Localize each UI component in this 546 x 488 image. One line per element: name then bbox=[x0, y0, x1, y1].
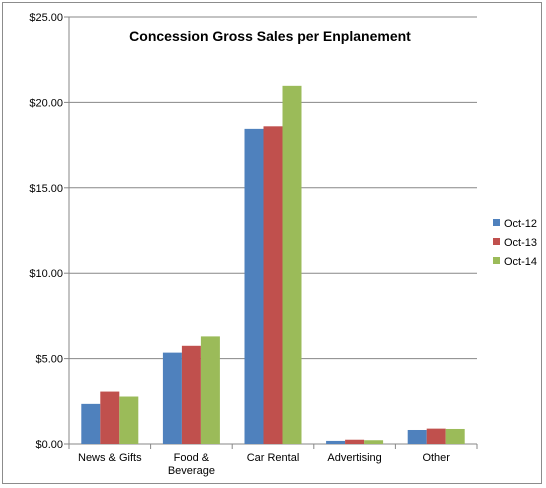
legend: Oct-12 Oct-13 Oct-14 bbox=[493, 218, 537, 268]
bar bbox=[200, 336, 220, 444]
y-tick-label: $20.00 bbox=[29, 97, 63, 109]
legend-label: Oct-14 bbox=[504, 256, 537, 268]
bar-chart: $0.00 $5.00 $10.00 $15.00 $20.00 $25.00 News … bbox=[29, 12, 537, 477]
bar bbox=[244, 128, 264, 444]
bar bbox=[263, 126, 283, 444]
y-tick-label: $10.00 bbox=[29, 268, 63, 280]
bar bbox=[407, 429, 427, 444]
bar bbox=[445, 428, 465, 444]
x-category-label: Advertising bbox=[327, 452, 381, 464]
bars bbox=[81, 85, 465, 444]
x-category-label: Other bbox=[422, 452, 450, 464]
x-category-label: News & Gifts bbox=[78, 452, 142, 464]
legend-label: Oct-13 bbox=[504, 237, 537, 249]
legend-swatch bbox=[493, 238, 500, 245]
y-tick-label: $25.00 bbox=[29, 12, 63, 24]
chart-title: Concession Gross Sales per Enplanement bbox=[129, 28, 411, 44]
bar bbox=[426, 428, 446, 444]
chart-area: $0.00 $5.00 $10.00 $15.00 $20.00 $25.00 News … bbox=[2, 2, 542, 484]
bar bbox=[162, 352, 182, 444]
y-tick-label: $15.00 bbox=[29, 183, 63, 195]
legend-label: Oct-12 bbox=[504, 218, 537, 230]
bar bbox=[181, 345, 201, 444]
bar bbox=[364, 440, 384, 444]
bar bbox=[119, 396, 139, 444]
x-category-label: Car Rental bbox=[247, 452, 300, 464]
bar bbox=[282, 85, 302, 444]
bar bbox=[326, 440, 346, 444]
legend-swatch bbox=[493, 257, 500, 264]
bar bbox=[100, 391, 120, 444]
bar bbox=[81, 403, 101, 444]
y-tick-label: $5.00 bbox=[35, 354, 63, 366]
x-category-label: Food & Beverage bbox=[168, 452, 215, 477]
legend-swatch bbox=[493, 219, 500, 226]
bar bbox=[345, 439, 365, 444]
y-tick-label: $0.00 bbox=[35, 439, 63, 451]
x-category-labels: News & Gifts Food & Beverage Car Rental Adve… bbox=[78, 452, 450, 477]
y-tick-labels: $0.00 $5.00 $10.00 $15.00 $20.00 $25.00 bbox=[29, 12, 63, 451]
